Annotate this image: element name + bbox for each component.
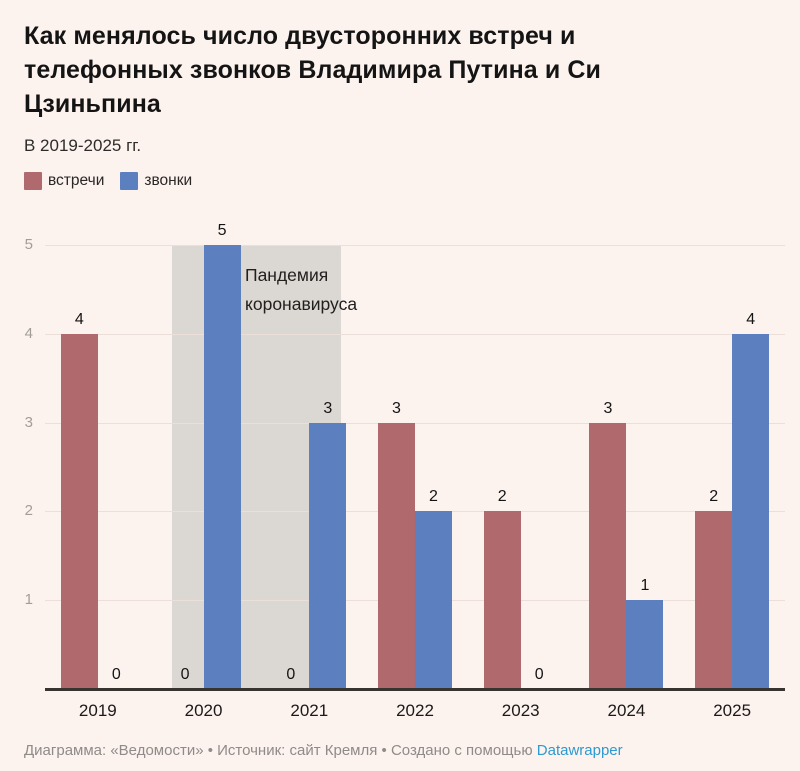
chart-title: Как менялось число двусторонних встреч и… xyxy=(24,22,601,118)
chart-subtitle: В 2019-2025 гг. xyxy=(24,136,142,155)
legend-swatch-calls xyxy=(120,172,139,190)
legend: встречи звонки xyxy=(24,172,192,190)
x-axis-label-2019: 2019 xyxy=(78,701,117,720)
x-axis-label-2024: 2024 xyxy=(607,701,646,720)
bar-value-label: 4 xyxy=(74,310,84,328)
x-axis-label-2023: 2023 xyxy=(501,701,540,720)
bar-meetings-2023 xyxy=(483,511,521,689)
x-axis-line xyxy=(45,688,785,691)
bar-meetings-2019 xyxy=(60,333,98,689)
x-axis-label-2022: 2022 xyxy=(396,701,434,720)
bar-value-label: 3 xyxy=(323,399,333,417)
y-axis-tick-label: 2 xyxy=(24,502,33,520)
y-axis-tick-label: 1 xyxy=(24,591,33,609)
bar-value-label: 3 xyxy=(392,399,401,417)
x-axis-label-2021: 2021 xyxy=(290,701,329,720)
y-axis-tick-label: 5 xyxy=(24,236,33,253)
bar-meetings-2022 xyxy=(378,422,415,689)
bar-value-label: 2 xyxy=(429,488,438,506)
bar-calls-2022 xyxy=(415,511,452,689)
legend-label-meetings: встречи xyxy=(48,172,105,189)
bar-value-label: 0 xyxy=(111,666,121,683)
bar-calls-2024 xyxy=(626,600,664,689)
x-axis-label-2025: 2025 xyxy=(713,701,752,720)
legend-item-meetings: встречи xyxy=(24,172,104,190)
bar-value-label: 4 xyxy=(746,310,756,328)
gridline xyxy=(45,245,785,246)
pandemic-annotation: Пандемия коронавируса xyxy=(245,265,358,314)
attribution-text: Диаграмма: «Ведомости» • Источник: сайт … xyxy=(24,742,537,759)
bar-value-label: 0 xyxy=(534,666,544,683)
legend-swatch-meetings xyxy=(24,172,42,190)
bar-meetings-2024 xyxy=(589,422,627,689)
bar-value-label: 5 xyxy=(217,222,227,239)
bar-meetings-2025 xyxy=(695,511,733,689)
x-axis-label-2020: 2020 xyxy=(184,701,223,720)
attribution: Диаграмма: «Ведомости» • Источник: сайт … xyxy=(24,742,623,759)
bar-value-label: 1 xyxy=(640,577,650,595)
bar-value-label: 0 xyxy=(286,666,296,683)
datawrapper-link[interactable]: Datawrapper xyxy=(536,742,623,759)
y-axis-tick-label: 4 xyxy=(24,324,33,342)
legend-label-calls: звонки xyxy=(144,172,193,189)
bar-chart-plot-area: 1 2 3 4 5 Пандемия коронавируса 4 0 0 3 2 3 2 0 5 3 2 0 1 4… xyxy=(25,222,785,720)
bar-value-label: 2 xyxy=(709,488,719,506)
bar-value-label: 0 xyxy=(180,666,190,683)
bar-calls-2025 xyxy=(732,333,770,689)
bar-calls-2021 xyxy=(309,422,347,689)
bar-value-label: 2 xyxy=(497,488,507,506)
bar-value-label: 3 xyxy=(603,399,613,417)
gridline xyxy=(45,422,785,424)
bar-calls-2020 xyxy=(203,245,241,689)
y-axis-tick-label: 3 xyxy=(24,413,33,431)
gridline xyxy=(45,333,785,335)
legend-item-calls: звонки xyxy=(120,172,192,190)
